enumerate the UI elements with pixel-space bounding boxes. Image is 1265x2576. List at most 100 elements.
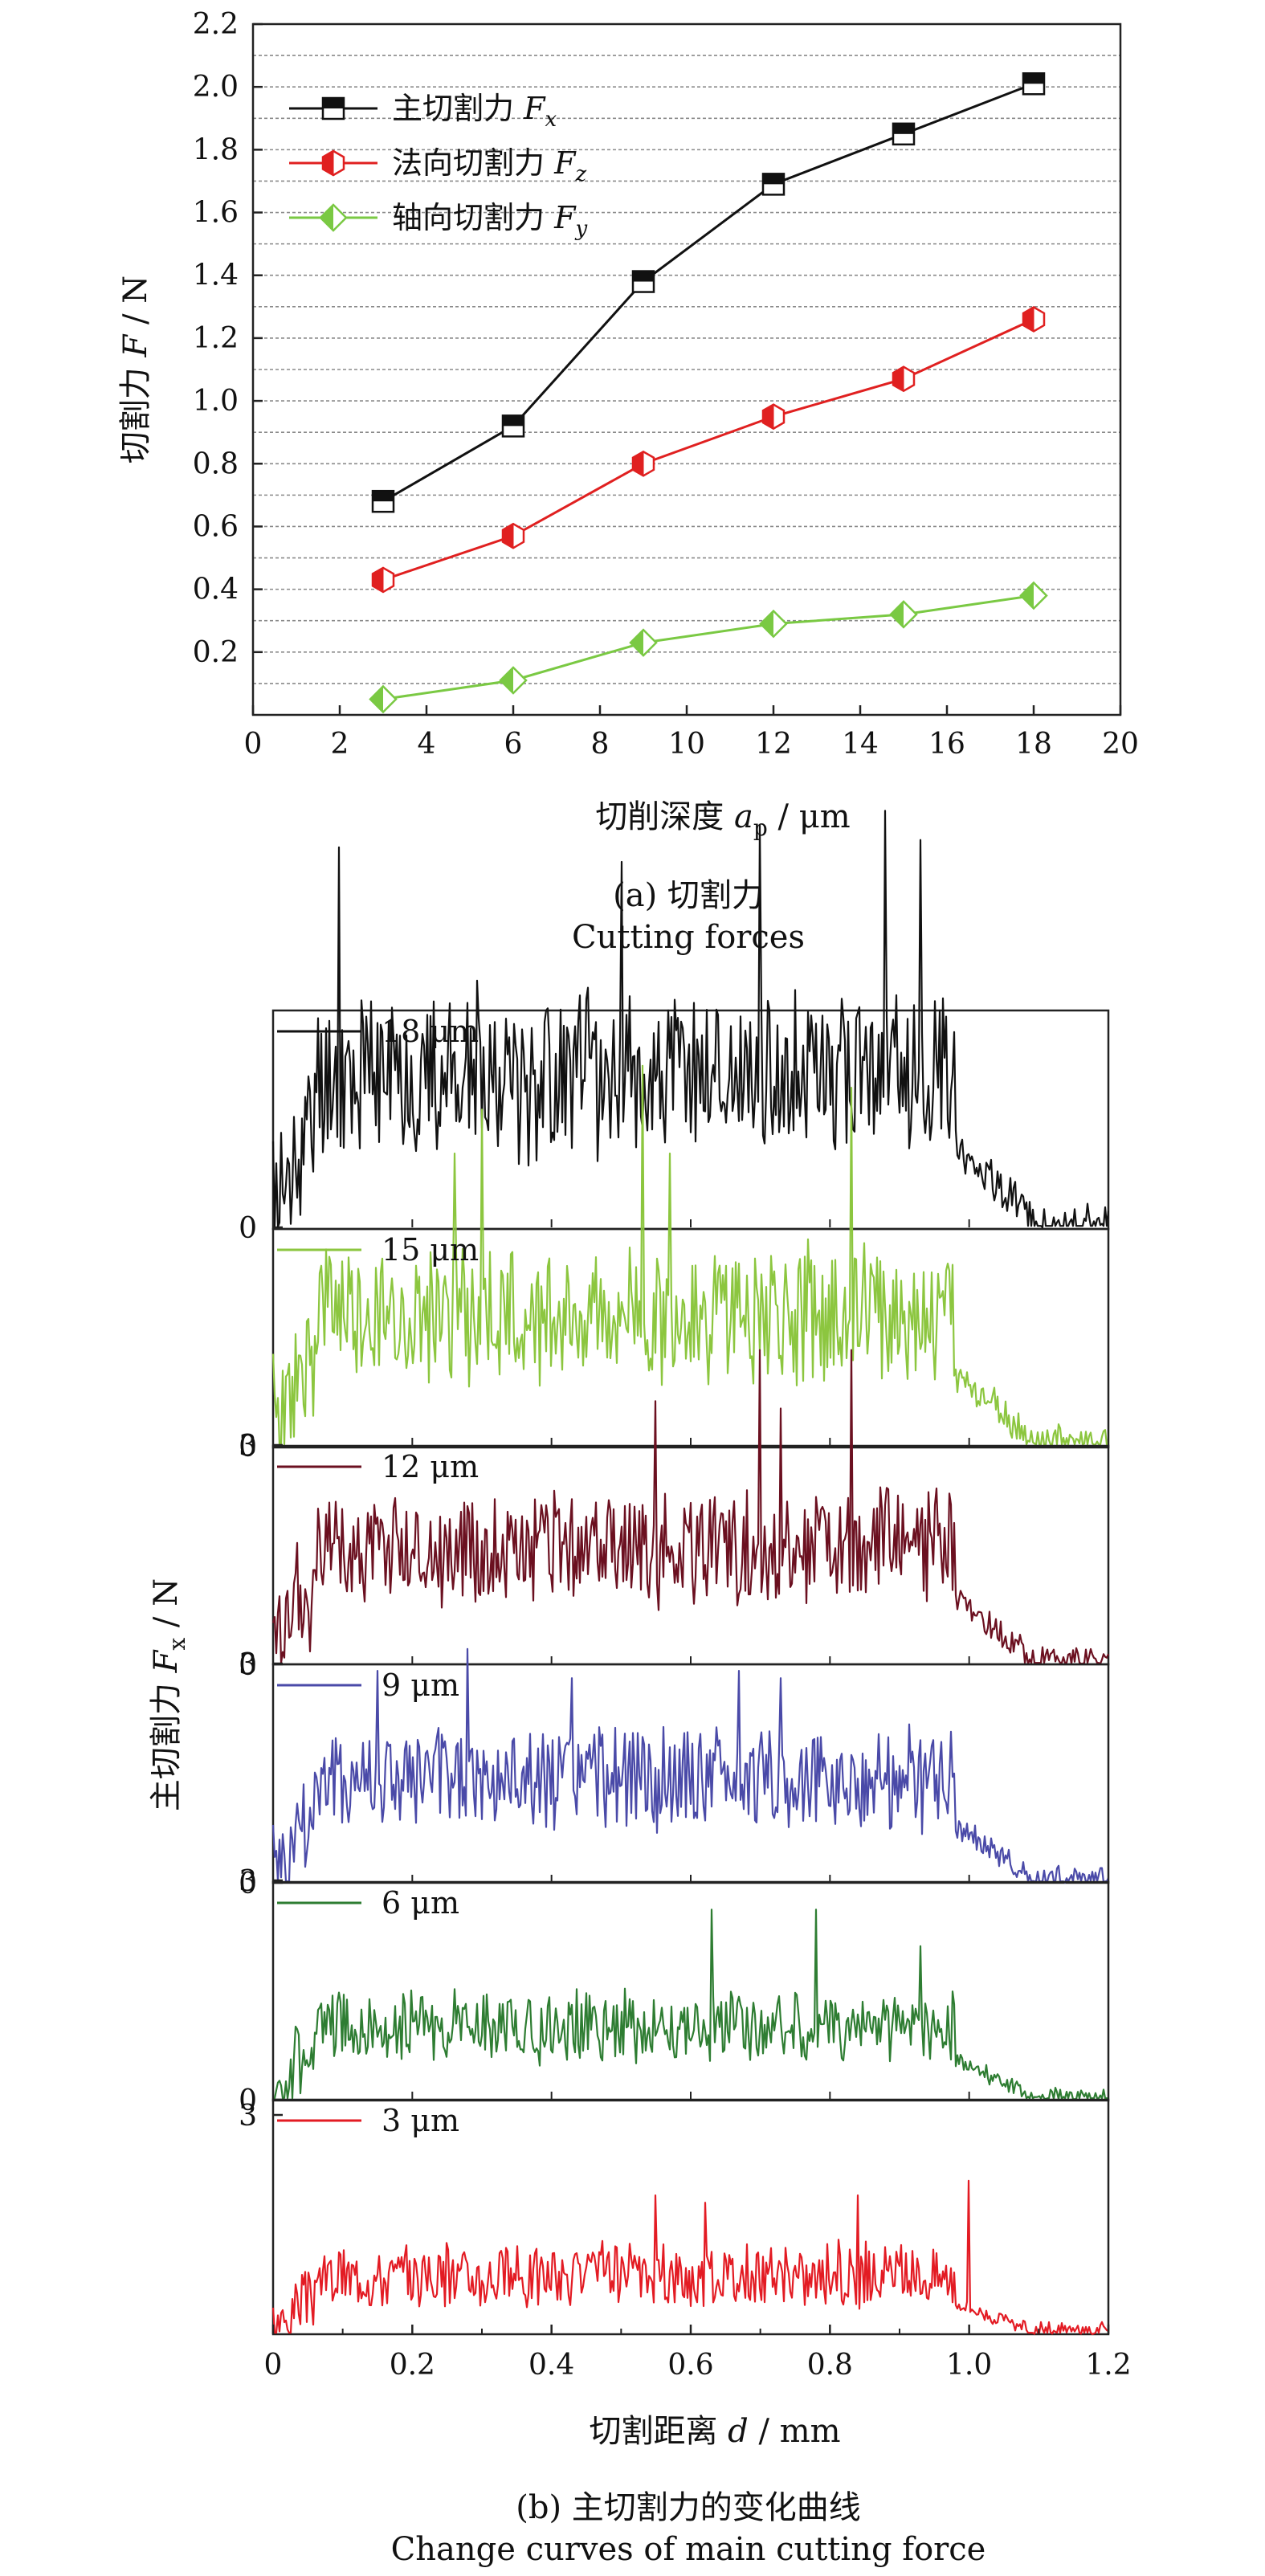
- force-signal-line: [271, 2179, 1109, 2335]
- chart-a-legend: 主切割力 Fx 法向切割力 Fz 轴向切割力 Fy: [289, 91, 587, 241]
- chart-a-caption-en: Cutting forces: [572, 919, 805, 956]
- panel-frame: [271, 1227, 1110, 1449]
- panel-0: 0 18 μm: [239, 810, 1110, 1245]
- y-tick-label: 1.6: [193, 197, 239, 230]
- legend-label: 12 μm: [382, 1449, 479, 1484]
- legend-label: 9 μm: [382, 1668, 459, 1703]
- y-tick-label: 0: [239, 1212, 257, 1245]
- x-tick-label: 8: [591, 728, 610, 761]
- data-point: [371, 566, 395, 594]
- series-hexagon: [371, 306, 1046, 594]
- chart-a-cutting-forces: 0 2 4 6 8 10 12 14 16 18 20 0.2 0.4 0.6 0.8 1.0 1.2 1.4 1.…: [117, 8, 1139, 956]
- y-tick-label: 0.4: [193, 574, 239, 606]
- y-tick-label: 0.6: [193, 510, 239, 543]
- data-point: [761, 173, 786, 196]
- y-tick-label: 0: [239, 2084, 257, 2117]
- data-point: [501, 414, 525, 438]
- y-tick-label: 0.2: [193, 636, 239, 669]
- data-point: [499, 666, 528, 695]
- data-point: [892, 365, 916, 393]
- legend-item: 法向切割力 Fz: [289, 145, 586, 186]
- chart-b-x-axis-label: 切割距离 d / mm: [589, 2413, 840, 2450]
- data-point: [629, 628, 658, 657]
- y-tick-label: 0: [239, 1431, 257, 1464]
- legend-label: 轴向切割力 Fy: [392, 200, 587, 241]
- data-point: [501, 522, 525, 549]
- data-point: [892, 122, 916, 146]
- x-tick-label: 0.4: [528, 2349, 574, 2382]
- series-line: [382, 318, 1034, 582]
- y-tick-label: 1.2: [193, 322, 239, 355]
- x-tick-label: 1.2: [1085, 2349, 1131, 2382]
- y-tick-label: 2.2: [193, 8, 239, 41]
- y-tick-label: 3: [239, 1865, 257, 1898]
- y-tick-label: 1.8: [193, 133, 239, 166]
- data-point: [631, 450, 655, 477]
- x-tick-label: 0: [264, 2349, 283, 2382]
- chart-a-caption-cn: (a) 切割力: [613, 877, 764, 914]
- x-tick-label: 20: [1102, 728, 1139, 761]
- x-tick-label: 14: [842, 728, 879, 761]
- data-point: [631, 270, 655, 293]
- y-tick-label: 2.0: [193, 71, 239, 104]
- panel-3: 039 μm: [239, 1647, 1110, 1900]
- x-tick-label: 1.0: [946, 2349, 992, 2382]
- data-point: [1022, 72, 1046, 96]
- x-tick-label: 0.2: [390, 2349, 435, 2382]
- legend-item: 轴向切割力 Fy: [289, 200, 587, 241]
- x-tick-label: 16: [928, 728, 965, 761]
- chart-b-caption-en: Change curves of main cutting force: [391, 2531, 986, 2568]
- legend-label: 15 μm: [382, 1232, 479, 1268]
- chart-a-series: [369, 72, 1048, 714]
- force-signal-line: [271, 810, 1110, 1229]
- x-tick-label: 0.8: [807, 2349, 853, 2382]
- x-tick-label: 2: [331, 728, 349, 761]
- x-tick-label: 18: [1015, 728, 1052, 761]
- x-tick-label: 10: [668, 728, 705, 761]
- legend-label: 6 μm: [382, 1885, 459, 1921]
- legend-label: 18 μm: [382, 1014, 479, 1049]
- force-signal-line: [271, 1647, 1110, 1884]
- y-tick-label: 1.0: [193, 385, 239, 418]
- legend-label: 3 μm: [382, 2103, 459, 2138]
- chart-a-gridlines: [253, 55, 1120, 684]
- series-square: [371, 72, 1046, 513]
- chart-b-caption-cn: (b) 主切割力的变化曲线: [516, 2489, 861, 2526]
- legend-item: 主切割力 Fx: [289, 91, 557, 132]
- chart-b-x-ticks: 0 0.2 0.4 0.6 0.8 1.0 1.2: [264, 1219, 1132, 2382]
- y-tick-label: 3: [239, 2100, 257, 2133]
- x-tick-label: 6: [504, 728, 523, 761]
- force-signal-line: [273, 1909, 1108, 2100]
- force-signal-line: [271, 1064, 1108, 1447]
- x-tick-label: 12: [755, 728, 792, 761]
- chart-a-y-axis-label: 切割力 F / N: [117, 276, 154, 463]
- data-point: [369, 684, 398, 714]
- data-point: [1022, 306, 1046, 333]
- y-tick-label: 1.4: [193, 259, 239, 292]
- series-diamond: [369, 581, 1048, 714]
- data-point: [889, 600, 918, 629]
- data-point: [761, 403, 786, 431]
- data-point: [759, 609, 788, 639]
- data-point: [371, 489, 395, 513]
- chart-a-ticks: 0 2 4 6 8 10 12 14 16 18 20 0.2 0.4 0.6 0.8 1.0 1.2 1.4 1.…: [193, 8, 1139, 761]
- panel-5: 3 3 μm: [239, 2098, 1110, 2336]
- series-line: [382, 82, 1034, 503]
- chart-a-x-axis-label: 切削深度 ap / μm: [595, 798, 850, 841]
- y-tick-label: 0: [239, 1868, 257, 1900]
- x-tick-label: 0: [244, 728, 263, 761]
- force-signal-line: [271, 1349, 1110, 1665]
- y-tick-label: 3: [239, 1648, 257, 1681]
- data-point: [1019, 581, 1048, 610]
- y-tick-label: 0.8: [193, 447, 239, 480]
- y-tick-label: 0: [239, 1649, 257, 1682]
- y-tick-label: 3: [239, 1430, 257, 1463]
- x-tick-label: 0.6: [667, 2349, 713, 2382]
- panel-4: 036 μm: [239, 1865, 1110, 2117]
- series-line: [382, 594, 1034, 700]
- legend-label: 法向切割力 Fz: [392, 145, 586, 186]
- chart-b-y-axis-label: 主切割力 Fx / N: [148, 1578, 190, 1811]
